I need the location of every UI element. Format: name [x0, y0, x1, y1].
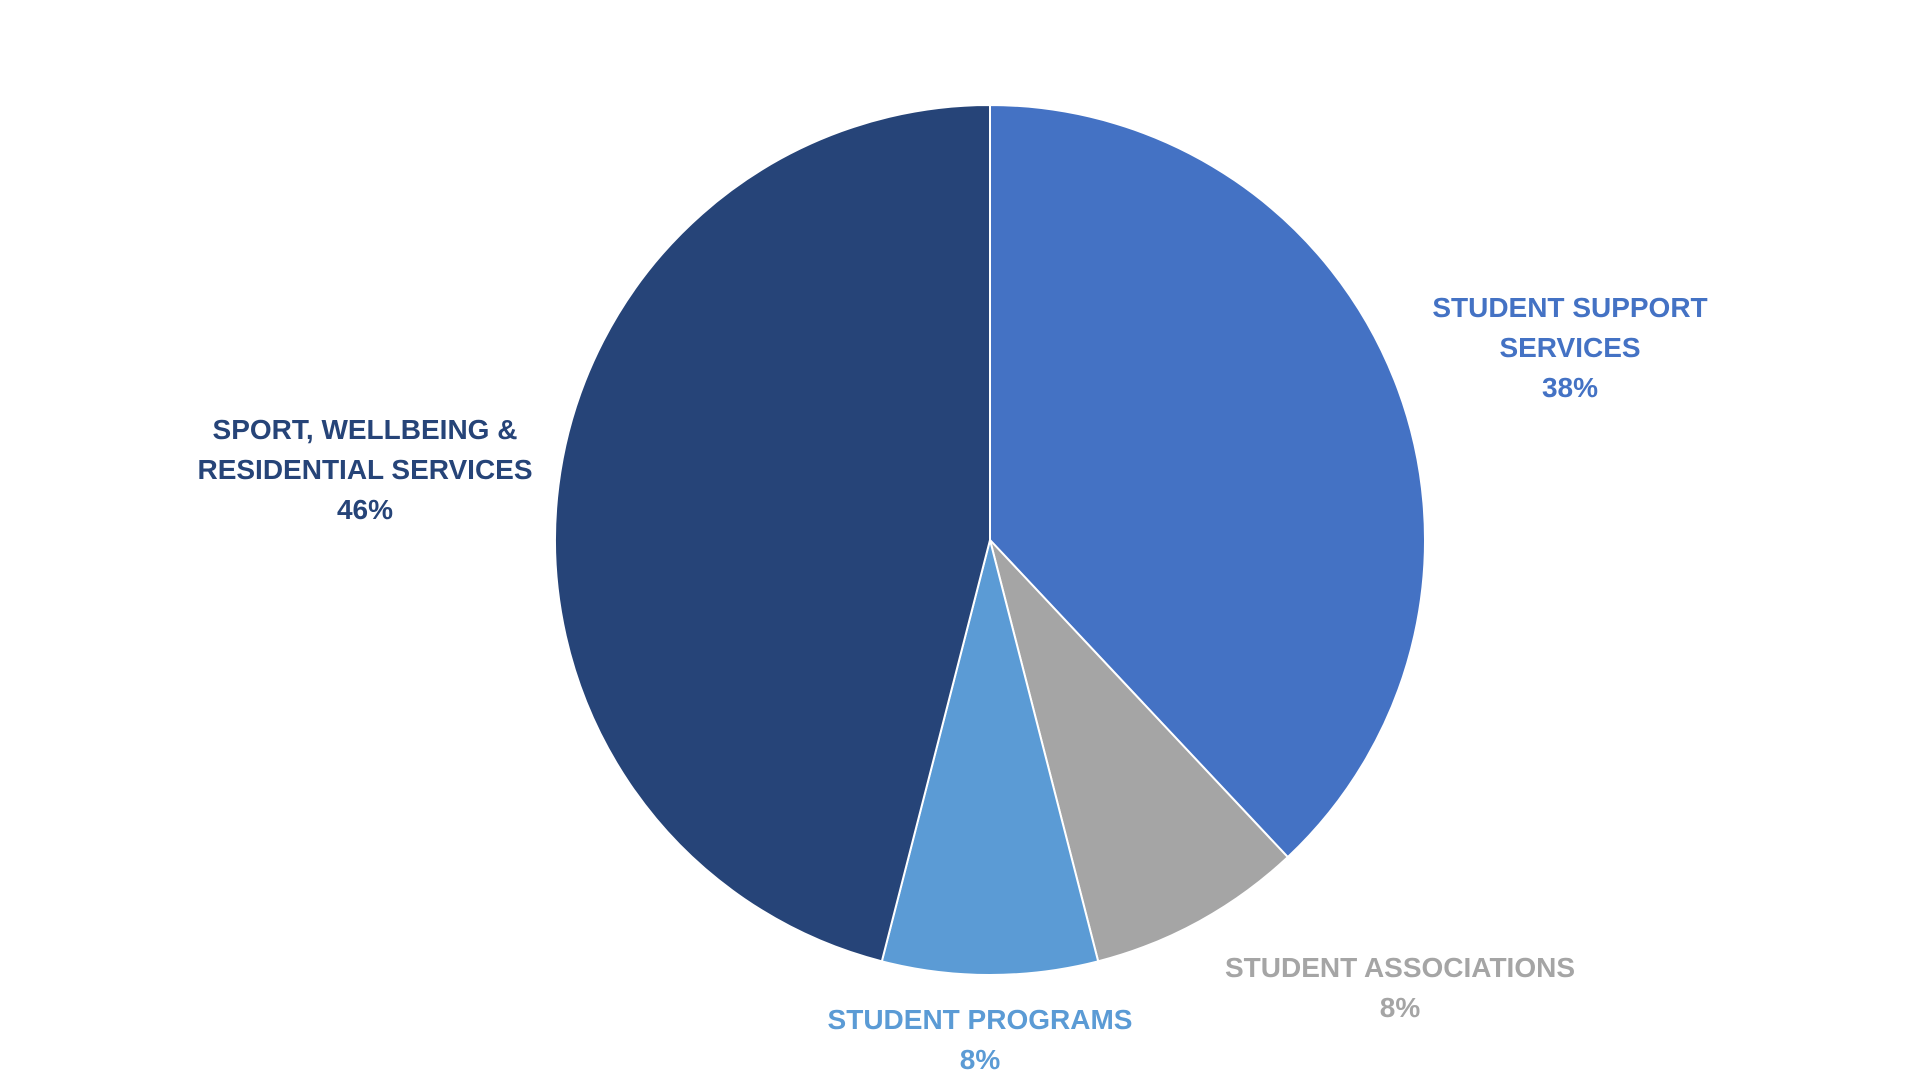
- slice-label-line: STUDENT ASSOCIATIONS: [1224, 952, 1575, 983]
- slice-percent-label: 38%: [1541, 372, 1599, 403]
- slice-percent-label: 46%: [336, 494, 394, 525]
- pie-slice-student-associations: [989, 539, 1290, 963]
- slice-percent-label: 8%: [959, 1044, 1001, 1075]
- slice-label-student-programs: STUDENT PROGRAMS 8%: [800, 1000, 1160, 1080]
- pie-slice-sport-wellbeing-residential: [554, 103, 991, 963]
- slice-label-student-support-services: STUDENT SUPPORT SERVICES 38%: [1390, 288, 1750, 408]
- slice-label-line: SERVICES: [1499, 332, 1641, 363]
- slice-label-line: RESIDENTIAL SERVICES: [197, 454, 533, 485]
- slice-label-line: STUDENT PROGRAMS: [827, 1004, 1133, 1035]
- pie-slices: [554, 103, 1426, 976]
- pie-slice-student-programs: [880, 539, 1100, 976]
- pie-slice-student-support-services: [989, 103, 1426, 859]
- slice-label-line: STUDENT SUPPORT: [1432, 292, 1708, 323]
- slice-label-sport-wellbeing-residential: SPORT, WELLBEING & RESIDENTIAL SERVICES …: [175, 410, 555, 530]
- slice-percent-label: 8%: [1379, 992, 1421, 1023]
- slice-label-line: SPORT, WELLBEING &: [212, 414, 518, 445]
- slice-label-student-associations: STUDENT ASSOCIATIONS 8%: [1200, 948, 1600, 1028]
